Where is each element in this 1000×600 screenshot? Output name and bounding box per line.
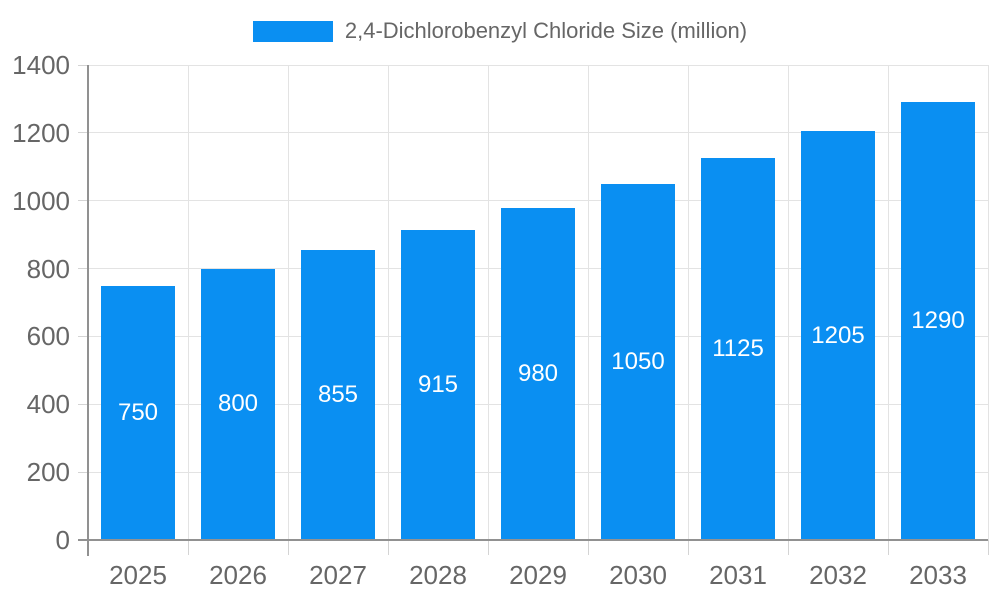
x-axis-label: 2028 xyxy=(409,560,467,590)
y-gridline xyxy=(88,200,988,202)
x-gridline xyxy=(787,65,789,540)
x-axis-label: 2025 xyxy=(109,560,167,590)
x-axis-tick xyxy=(887,540,889,555)
x-axis-tick xyxy=(587,540,589,555)
bar[interactable]: 1125 xyxy=(701,158,775,540)
y-axis-label: 0 xyxy=(55,525,70,555)
y-axis-label: 400 xyxy=(26,389,70,420)
y-axis-label: 1200 xyxy=(12,117,70,148)
bar-value-label: 980 xyxy=(517,359,559,387)
y-axis-label: 600 xyxy=(26,321,70,352)
x-gridline xyxy=(687,65,689,540)
bar-value-label: 1290 xyxy=(911,307,965,335)
x-axis-label: 2027 xyxy=(309,560,367,590)
x-axis-label: 2031 xyxy=(709,560,767,590)
y-axis-label: 1000 xyxy=(12,185,70,216)
y-axis-tick xyxy=(78,471,88,473)
x-axis-tick xyxy=(287,540,289,555)
y-axis-tick xyxy=(78,268,88,270)
x-axis-label: 2033 xyxy=(909,560,967,590)
x-axis-tick xyxy=(987,540,989,555)
y-axis-tick xyxy=(78,200,88,202)
bar[interactable]: 855 xyxy=(301,249,375,540)
plot-area: 0 200 400 600 800 1000 1200 1400 750 800 855 915 980… xyxy=(12,50,989,590)
bar-value-label: 855 xyxy=(317,380,359,408)
x-axis-label: 2026 xyxy=(209,560,267,590)
x-axis-tick xyxy=(187,540,189,555)
y-axis-tick xyxy=(78,403,88,405)
x-gridline xyxy=(287,65,289,540)
bar[interactable]: 750 xyxy=(101,285,175,540)
x-axis-label: 2030 xyxy=(609,560,667,590)
x-gridline xyxy=(387,65,389,540)
y-axis-tick xyxy=(78,335,88,337)
y-gridline xyxy=(88,64,988,66)
x-gridline xyxy=(887,65,889,540)
x-axis-tick xyxy=(487,540,489,555)
bar[interactable]: 800 xyxy=(201,268,275,540)
bar-value-label: 1050 xyxy=(611,347,665,375)
bar[interactable]: 1290 xyxy=(901,102,975,540)
y-axis-tick xyxy=(78,64,88,66)
bar-value-label: 915 xyxy=(417,370,459,398)
x-gridline xyxy=(587,65,589,540)
x-axis-line xyxy=(78,539,988,541)
chart-legend-item[interactable]: 2,4-Dichlorobenzyl Chloride Size (millio… xyxy=(0,18,1000,44)
x-axis-label: 2032 xyxy=(809,560,867,590)
y-axis-line xyxy=(87,65,89,556)
legend-label: 2,4-Dichlorobenzyl Chloride Size (millio… xyxy=(344,18,748,43)
bar[interactable]: 1050 xyxy=(601,183,675,540)
y-axis-tick xyxy=(78,132,88,134)
y-axis-label: 800 xyxy=(26,253,70,284)
bar[interactable]: 915 xyxy=(401,229,475,540)
x-axis-label: 2029 xyxy=(509,560,567,590)
x-gridline xyxy=(987,65,989,540)
y-axis-label: 200 xyxy=(26,457,70,488)
legend-swatch xyxy=(252,20,333,42)
bar[interactable]: 980 xyxy=(501,207,575,540)
x-axis-tick xyxy=(387,540,389,555)
y-gridline xyxy=(88,132,988,134)
bar-value-label: 1125 xyxy=(712,335,764,363)
bar[interactable]: 1205 xyxy=(801,131,875,540)
x-gridline xyxy=(487,65,489,540)
y-axis-label: 1400 xyxy=(12,50,70,80)
bar-value-label: 800 xyxy=(217,390,259,418)
bar-value-label: 1205 xyxy=(811,321,865,349)
x-gridline xyxy=(187,65,189,540)
x-axis-tick xyxy=(787,540,789,555)
x-axis-tick xyxy=(687,540,689,555)
bar-value-label: 750 xyxy=(117,398,159,426)
